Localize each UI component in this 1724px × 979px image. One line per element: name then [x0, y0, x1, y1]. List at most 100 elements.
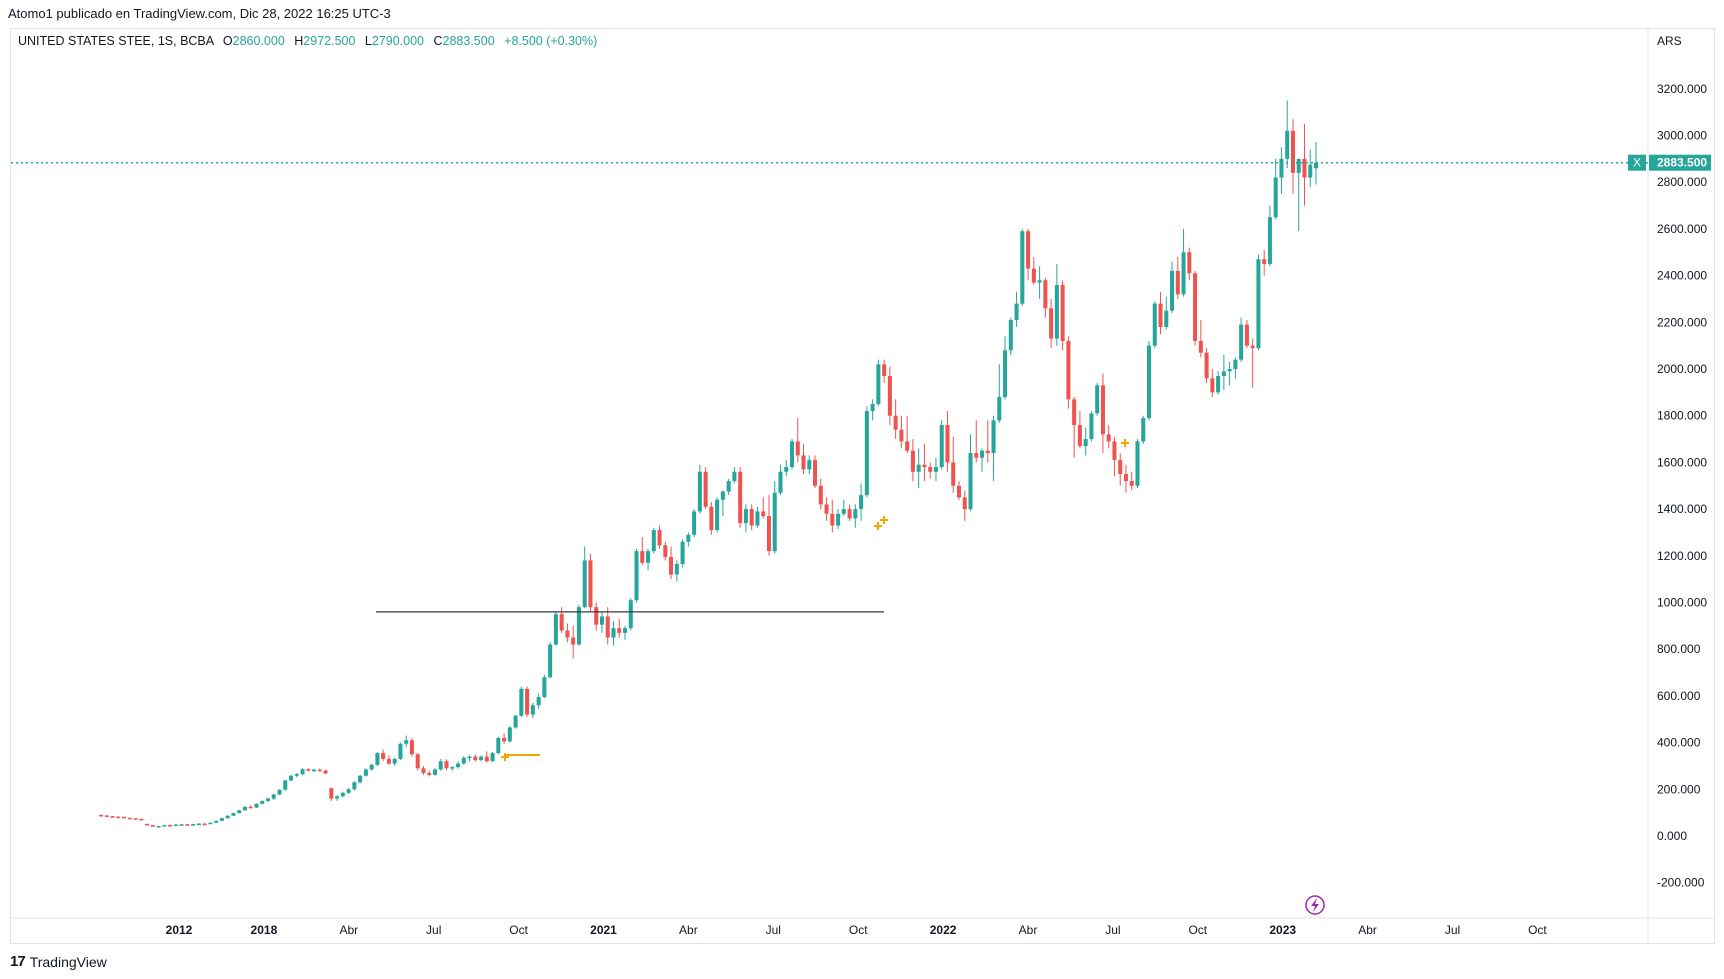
chart-frame: [10, 28, 1715, 944]
candle-body: [381, 753, 386, 759]
candle-body: [836, 513, 841, 526]
candle-body: [409, 740, 414, 755]
candle: [985, 420, 990, 463]
candle-body: [686, 534, 691, 542]
low-value: 2790.000: [371, 34, 425, 48]
candle-body: [248, 806, 253, 809]
candle-body: [300, 769, 305, 775]
candle-body: [398, 743, 403, 759]
candle-body: [1043, 280, 1048, 309]
candle: [870, 399, 875, 421]
candle: [818, 478, 823, 510]
candle-body: [162, 825, 167, 827]
x-tick-label: Jul: [426, 923, 441, 937]
candle: [784, 460, 789, 477]
candle: [1187, 247, 1192, 281]
y-tick-label: 2000.000: [1657, 362, 1707, 376]
candle-body: [1296, 158, 1301, 173]
candle-body: [1158, 303, 1163, 327]
candle: [968, 434, 973, 512]
candle: [1066, 336, 1071, 409]
candle: [749, 504, 754, 531]
candle-body: [1181, 252, 1186, 295]
candle: [836, 509, 841, 529]
candle-body: [323, 770, 328, 774]
event-marker: [1121, 439, 1129, 447]
candle-body: [853, 509, 858, 519]
footer-brand[interactable]: 17 TradingView: [10, 953, 107, 970]
x-tick-label: Abr: [1019, 923, 1038, 937]
x-tick-label: 2018: [251, 923, 278, 937]
candle-body: [173, 824, 178, 827]
candle-body: [1250, 345, 1255, 348]
candle-body: [242, 806, 247, 811]
candle: [1008, 317, 1013, 355]
x-tick-label: Abr: [679, 923, 698, 937]
y-tick-label: 400.000: [1657, 736, 1701, 750]
x-tick-label: 2023: [1269, 923, 1296, 937]
candle: [1175, 256, 1180, 299]
candle: [340, 791, 345, 798]
candle-body: [502, 737, 507, 742]
candle: [841, 499, 846, 517]
candle: [375, 751, 380, 766]
candle-body: [859, 495, 864, 510]
candle: [185, 824, 190, 826]
candle: [1262, 249, 1267, 276]
candle-body: [1198, 340, 1203, 353]
candle-body: [594, 607, 599, 625]
candle: [1210, 369, 1215, 398]
candle: [1095, 383, 1100, 416]
y-tick-label: 800.000: [1657, 642, 1701, 656]
candle-body: [484, 756, 489, 762]
candle-body: [1100, 385, 1105, 435]
candle-body: [882, 364, 887, 377]
candle: [214, 820, 219, 824]
candle-body: [104, 815, 109, 817]
candle-body: [980, 450, 985, 458]
candle-body: [122, 816, 127, 819]
candle-body: [116, 816, 121, 819]
candle: [335, 795, 340, 801]
candle: [150, 825, 155, 827]
candle: [876, 359, 881, 407]
candle: [1100, 373, 1105, 454]
candle: [703, 467, 708, 510]
candle-body: [1175, 270, 1180, 295]
candle-body: [283, 780, 288, 790]
candle: [1083, 427, 1088, 456]
candle: [122, 816, 127, 819]
close-label: C: [433, 34, 443, 48]
candle: [1204, 347, 1209, 384]
candle: [628, 597, 633, 631]
candle: [358, 774, 363, 784]
candle-body: [1267, 217, 1272, 264]
candle-body: [404, 740, 409, 744]
candle-body: [340, 792, 345, 797]
candle: [847, 504, 852, 521]
candle: [409, 737, 414, 757]
lightning-bolt: [1311, 898, 1319, 912]
candle: [363, 768, 368, 777]
candle: [778, 464, 783, 496]
symbol-name[interactable]: UNITED STATES STEE, 1S, BCBA: [18, 34, 214, 48]
candle-body: [1054, 284, 1059, 339]
candle: [1193, 270, 1198, 346]
candle: [1014, 291, 1019, 327]
open-label: O: [222, 34, 233, 48]
candle: [962, 490, 967, 521]
candle-body: [657, 530, 662, 546]
candle-body: [807, 460, 812, 470]
candle: [1308, 149, 1313, 187]
candle-body: [415, 754, 420, 769]
candle-body: [1170, 270, 1175, 311]
candle-body: [196, 823, 201, 826]
candle: [196, 823, 201, 826]
candle-body: [726, 481, 731, 492]
candle: [1112, 436, 1117, 477]
candle-body: [1003, 350, 1008, 398]
candle: [1031, 256, 1036, 285]
candle-body: [139, 818, 144, 821]
candle-body: [680, 541, 685, 564]
